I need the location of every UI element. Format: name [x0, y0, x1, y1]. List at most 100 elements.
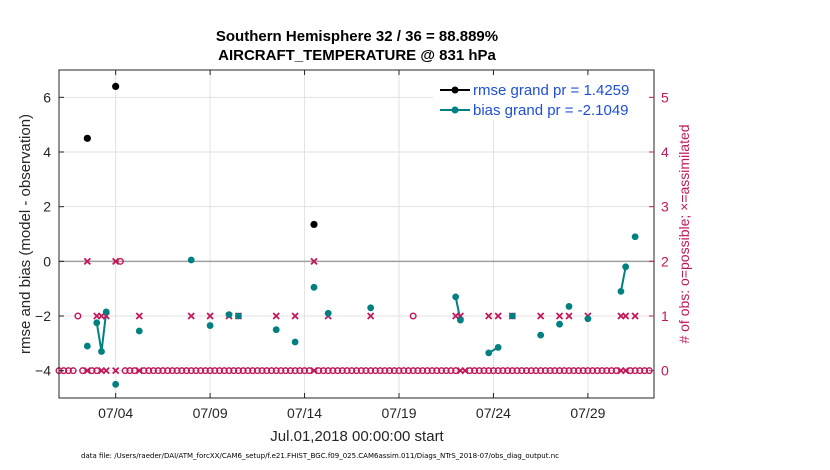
possible-obs-marker: [560, 367, 568, 375]
possible-obs-marker: [584, 367, 592, 375]
possible-obs-marker: [546, 367, 554, 375]
possible-obs-marker: [324, 367, 332, 375]
possible-obs-marker: [579, 367, 587, 375]
bias-point: [187, 256, 195, 264]
possible-obs-marker: [230, 367, 238, 375]
possible-obs-marker: [277, 367, 285, 375]
y-axis-ticks: −4 −2 0 2 4 6: [35, 89, 64, 379]
possible-obs-marker: [93, 367, 101, 375]
bias-point: [584, 315, 592, 323]
possible-obs-marker: [357, 367, 365, 375]
y-tick-label: 0: [43, 253, 51, 269]
plot-frame: [58, 69, 655, 399]
possible-obs-marker: [291, 367, 299, 375]
possible-obs-marker: [551, 367, 559, 375]
x-tick-label: 07/09: [193, 405, 228, 421]
possible-obs-marker: [353, 367, 361, 375]
y-tick-label: −2: [35, 308, 51, 324]
possible-obs-marker: [423, 367, 431, 375]
possible-obs-marker: [145, 367, 153, 375]
possible-obs-marker: [334, 367, 342, 375]
possible-obs-marker: [178, 367, 186, 375]
possible-obs-marker: [286, 367, 294, 375]
bias-point: [631, 233, 639, 241]
bias-point: [291, 338, 299, 346]
y-tick-label: −4: [35, 363, 51, 379]
possible-obs-marker: [541, 367, 549, 375]
possible-obs-marker: [315, 367, 323, 375]
y-axis-label: rmse and bias (model - observation): [17, 114, 34, 354]
bias-point: [565, 303, 573, 310]
possible-obs-marker: [442, 367, 450, 375]
assimilated-obs-marker: [83, 257, 91, 265]
possible-obs-marker: [570, 367, 578, 375]
possible-obs-marker: [428, 367, 436, 375]
assimilated-obs-marker: [272, 312, 280, 320]
possible-obs-marker: [272, 367, 280, 375]
possible-obs-marker: [480, 367, 488, 375]
possible-obs-marker: [338, 367, 346, 375]
assimilated-obs-marker: [494, 312, 502, 320]
possible-obs-marker: [79, 367, 87, 375]
rmse-series-markers: [83, 82, 318, 229]
bias-point: [225, 311, 233, 319]
possible-obs-marker: [192, 367, 200, 375]
assimilated-obs-marker: [102, 367, 110, 375]
assimilated-obs-marker: [291, 312, 299, 320]
y2-tick-label: 2: [661, 253, 669, 269]
bias-series-markers: [83, 233, 639, 388]
possible-obs-marker: [395, 367, 403, 375]
possible-obs-marker: [319, 367, 327, 375]
bias-point: [617, 288, 625, 295]
possible-obs-marker: [263, 367, 271, 375]
y-tick-label: 2: [43, 199, 51, 215]
bias-point: [310, 283, 318, 291]
x-axis-label: Jul.01,2018 00:00:00 start: [270, 428, 444, 445]
possible-obs-marker: [556, 367, 564, 375]
bias-point: [324, 309, 332, 317]
legend: rmse grand pr = 1.4259 bias grand pr = -…: [433, 76, 649, 120]
possible-obs-marker: [471, 367, 479, 375]
possible-obs-marker: [513, 367, 521, 375]
possible-obs-marker: [140, 367, 148, 375]
assimilated-obs-marker: [206, 312, 214, 320]
y2-tick-label: 3: [661, 199, 669, 215]
possible-obs-marker: [258, 367, 266, 375]
assimilated-obs-marker: [631, 312, 639, 320]
assimilated-obs-marker: [112, 367, 120, 375]
possible-obs-marker: [565, 367, 573, 375]
possible-obs-marker: [197, 367, 205, 375]
possible-obs-marker: [390, 367, 398, 375]
possible-obs-marker: [636, 367, 644, 375]
legend-bias-label: bias grand pr = -2.1049: [473, 102, 629, 119]
possible-obs-marker: [537, 367, 545, 375]
possible-obs-marker: [641, 367, 649, 375]
rmse-point: [112, 82, 120, 90]
possible-obs-marker: [518, 367, 526, 375]
bias-point: [112, 380, 120, 388]
bias-point: [508, 312, 516, 320]
x-tick-label: 07/29: [570, 405, 605, 421]
possible-obs-marker: [508, 367, 516, 375]
assimilated-obs-marker: [485, 312, 493, 320]
bias-point: [537, 331, 545, 339]
possible-obs-marker: [371, 367, 379, 375]
possible-obs-marker: [598, 367, 606, 375]
possible-obs-marker: [409, 367, 417, 375]
possible-obs-marker: [489, 367, 497, 375]
possible-obs-marker: [419, 367, 427, 375]
bias-point: [272, 326, 280, 334]
possible-obs-marker: [523, 367, 531, 375]
assimilated-obs-marker: [135, 367, 143, 375]
possible-obs-marker: [348, 367, 356, 375]
rmse-point: [310, 220, 318, 229]
possible-obs-marker: [329, 367, 337, 375]
possible-obs-marker: [182, 367, 190, 375]
possible-obs-marker: [121, 367, 129, 375]
possible-obs-marker: [574, 367, 582, 375]
possible-obs-marker: [593, 367, 601, 375]
possible-obs-marker: [452, 367, 460, 375]
x-tick-label: 07/14: [287, 405, 322, 421]
chart-subtitle: AIRCRAFT_TEMPERATURE @ 831 hPa: [218, 47, 496, 64]
